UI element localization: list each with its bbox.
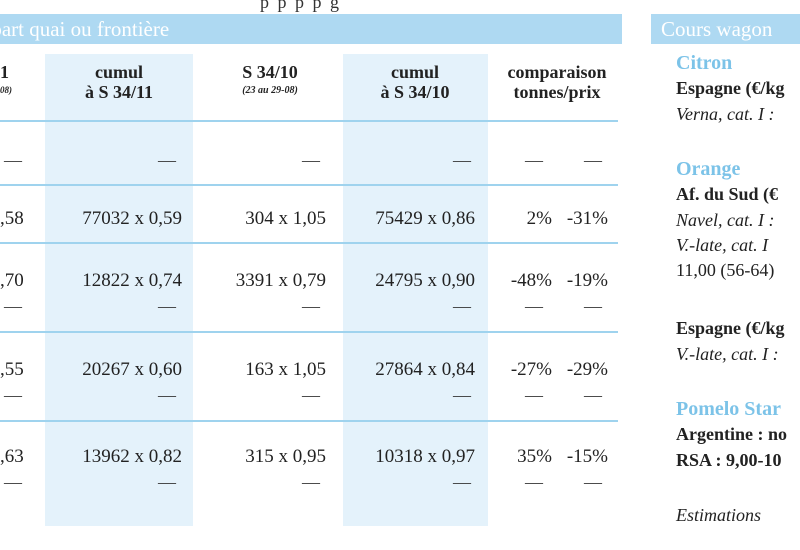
side-title-bar: Cours wagon xyxy=(651,14,800,44)
side-rsa: RSA : 9,00-10 xyxy=(676,450,782,470)
header-comparaison: comparaison tonnes/prix xyxy=(507,62,607,102)
side-price: 11,00 (56-64) xyxy=(676,260,775,280)
table-rule xyxy=(0,184,618,186)
table-title-bar: épart quai ou frontière xyxy=(0,14,622,44)
shade-col-cumul-10 xyxy=(343,54,488,526)
header-cumul-s34-11: cumul à S 34/11 xyxy=(84,62,154,102)
table-rule xyxy=(0,120,618,122)
side-estimations: Estimations xyxy=(676,505,762,525)
side-navel: Navel, cat. I : xyxy=(676,210,775,230)
side-espagne-2: Espagne (€/kg xyxy=(676,318,785,338)
side-vlate: V.-late, cat. I xyxy=(676,235,769,255)
header-cumul-s34-10: cumul à S 34/10 xyxy=(380,62,450,102)
table-rule xyxy=(0,242,618,244)
side-vlate-2: V.-late, cat. I : xyxy=(676,344,779,364)
top-text-strip: p p p p g xyxy=(0,0,800,12)
side-argentine: Argentine : no xyxy=(676,424,787,444)
table-title: épart quai ou frontière xyxy=(0,17,170,41)
side-verna: Verna, cat. I : xyxy=(676,104,775,124)
side-citron: Citron xyxy=(676,52,733,74)
side-title: Cours wagon xyxy=(661,17,773,41)
cropped-heading-text: p p p p g xyxy=(260,0,341,12)
header-s34-10: S 34/10 (23 au 29-08) xyxy=(242,62,298,96)
header-col-0: 1 08) xyxy=(0,62,12,95)
shade-col-cumul-11 xyxy=(45,54,193,526)
side-pomelo: Pomelo Star xyxy=(676,398,781,420)
table-rule xyxy=(0,420,618,422)
side-afsud: Af. du Sud (€ xyxy=(676,184,779,204)
table-rule xyxy=(0,331,618,333)
side-orange: Orange xyxy=(676,158,741,180)
side-espagne: Espagne (€/kg xyxy=(676,78,785,98)
